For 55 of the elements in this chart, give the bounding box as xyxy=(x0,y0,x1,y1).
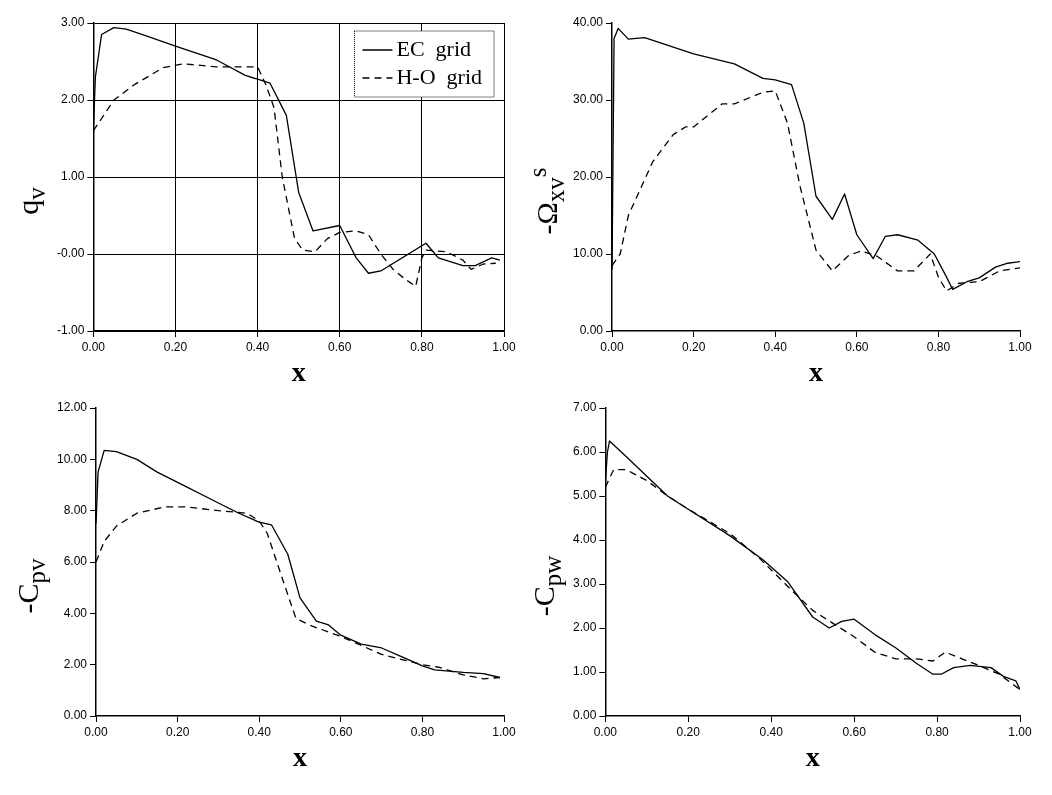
x-tick-label: 0.60 xyxy=(329,724,353,739)
x-tick-label: 0.40 xyxy=(759,724,784,739)
x-tick-label: 0.80 xyxy=(410,339,434,354)
y-tick-label: 5.00 xyxy=(573,487,597,502)
x-tick-label: 0.00 xyxy=(600,339,625,354)
x-tick-label: 0.20 xyxy=(165,724,190,739)
legend-label: H-O grid xyxy=(396,63,483,89)
legend-label: EC grid xyxy=(396,35,472,61)
x-tick-label: 0.20 xyxy=(681,339,706,354)
y-tick-label: 2.00 xyxy=(573,619,597,634)
x-tick-label: 1.00 xyxy=(492,724,516,739)
x-tick-label: 0.00 xyxy=(84,724,109,739)
x-tick-label: 0.80 xyxy=(926,339,951,354)
x-tick-label: 0.20 xyxy=(676,724,701,739)
y-tick-label: 3.00 xyxy=(60,14,85,29)
y-tick-label: 3.00 xyxy=(573,575,597,590)
y-tick-label: 10.00 xyxy=(573,245,604,260)
x-tick-label: 0.20 xyxy=(163,339,188,354)
y-tick-label: 6.00 xyxy=(63,553,88,568)
x-axis-title: x xyxy=(291,355,306,387)
x-tick-label: 0.80 xyxy=(410,724,435,739)
x-tick-label: 0.40 xyxy=(245,339,270,354)
y-tick-label: -0.00 xyxy=(56,245,85,260)
x-axis-title: x xyxy=(805,740,820,772)
x-tick-label: 0.60 xyxy=(328,339,352,354)
y-tick-label: 0.00 xyxy=(579,322,604,337)
y-tick-label: 2.00 xyxy=(60,91,85,106)
x-tick-label: 0.60 xyxy=(845,339,869,354)
y-tick-label: 0.00 xyxy=(63,707,88,722)
y-tick-label: -1.00 xyxy=(56,322,85,337)
y-tick-label: 40.00 xyxy=(573,14,604,29)
x-tick-label: 0.00 xyxy=(81,339,106,354)
x-tick-label: 0.40 xyxy=(763,339,788,354)
x-axis-title: x xyxy=(809,355,824,387)
y-tick-label: 7.00 xyxy=(573,399,597,414)
x-tick-label: 1.00 xyxy=(1008,339,1032,354)
y-tick-label: 30.00 xyxy=(573,91,604,106)
y-tick-label: 10.00 xyxy=(57,451,88,466)
x-axis-title: x xyxy=(293,740,308,772)
y-tick-label: 8.00 xyxy=(63,502,88,517)
y-tick-label: 0.00 xyxy=(573,707,597,722)
y-tick-label: 1.00 xyxy=(573,663,597,678)
x-tick-label: 0.40 xyxy=(247,724,272,739)
y-tick-label: 2.00 xyxy=(63,656,88,671)
y-tick-label: 20.00 xyxy=(573,168,604,183)
x-tick-label: 1.00 xyxy=(492,339,516,354)
y-tick-label: 12.00 xyxy=(57,399,88,414)
x-tick-label: 0.00 xyxy=(593,724,618,739)
x-tick-label: 0.80 xyxy=(925,724,950,739)
y-tick-label: 6.00 xyxy=(573,443,597,458)
x-tick-label: 1.00 xyxy=(1008,724,1032,739)
x-tick-label: 0.60 xyxy=(842,724,867,739)
y-tick-label: 4.00 xyxy=(63,605,88,620)
y-tick-label: 1.00 xyxy=(60,168,85,183)
y-tick-label: 4.00 xyxy=(573,531,597,546)
